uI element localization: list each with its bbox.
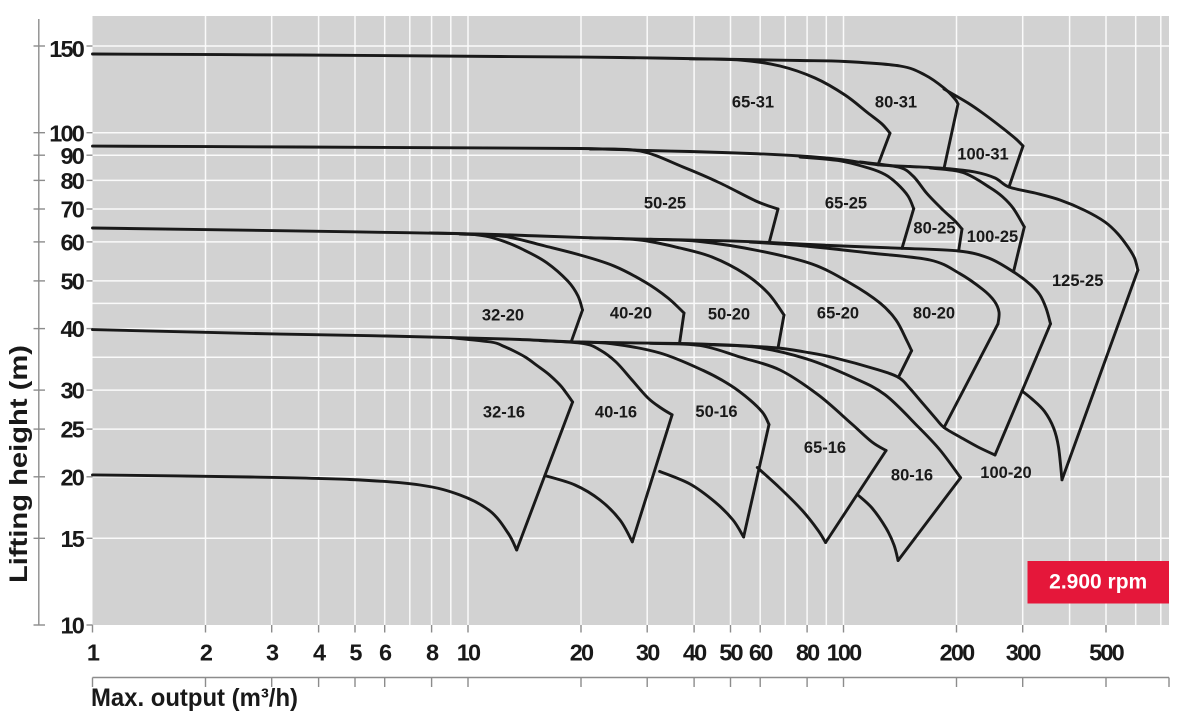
svg-text:80-31: 80-31 bbox=[875, 94, 917, 112]
svg-text:2: 2 bbox=[200, 640, 213, 666]
svg-text:65-20: 65-20 bbox=[817, 305, 859, 323]
svg-text:10: 10 bbox=[457, 640, 481, 666]
svg-text:8: 8 bbox=[426, 640, 439, 666]
svg-text:Max. output (m³/h): Max. output (m³/h) bbox=[91, 684, 298, 712]
svg-text:10: 10 bbox=[60, 613, 84, 639]
svg-text:150: 150 bbox=[49, 36, 85, 62]
svg-text:100-20: 100-20 bbox=[980, 464, 1031, 482]
svg-text:15: 15 bbox=[60, 526, 84, 552]
svg-text:1: 1 bbox=[87, 640, 100, 666]
svg-text:90: 90 bbox=[60, 143, 84, 169]
svg-text:50-20: 50-20 bbox=[708, 306, 750, 324]
svg-text:500: 500 bbox=[1089, 640, 1125, 666]
svg-text:100-31: 100-31 bbox=[957, 146, 1008, 164]
svg-text:32-16: 32-16 bbox=[483, 404, 525, 422]
svg-text:65-31: 65-31 bbox=[732, 94, 774, 112]
svg-text:80: 80 bbox=[60, 168, 84, 194]
svg-text:100: 100 bbox=[827, 640, 863, 666]
svg-text:4: 4 bbox=[313, 640, 326, 666]
svg-text:32-20: 32-20 bbox=[482, 307, 524, 325]
svg-text:40: 40 bbox=[683, 640, 707, 666]
svg-text:40: 40 bbox=[60, 316, 84, 342]
svg-text:65-25: 65-25 bbox=[825, 195, 867, 213]
svg-text:80-16: 80-16 bbox=[891, 467, 933, 485]
svg-text:40-16: 40-16 bbox=[595, 404, 637, 422]
svg-text:6: 6 bbox=[379, 640, 392, 666]
svg-text:30: 30 bbox=[636, 640, 660, 666]
svg-text:50-25: 50-25 bbox=[644, 195, 686, 213]
svg-text:65-16: 65-16 bbox=[804, 439, 846, 457]
svg-text:100-25: 100-25 bbox=[967, 228, 1018, 246]
svg-text:50: 50 bbox=[60, 269, 84, 295]
svg-text:70: 70 bbox=[60, 197, 84, 223]
svg-text:Lifting height (m): Lifting height (m) bbox=[5, 345, 33, 583]
svg-text:80-20: 80-20 bbox=[913, 305, 955, 323]
svg-text:300: 300 bbox=[1006, 640, 1042, 666]
svg-text:200: 200 bbox=[940, 640, 976, 666]
svg-text:2.900 rpm: 2.900 rpm bbox=[1049, 571, 1147, 594]
svg-text:5: 5 bbox=[349, 640, 362, 666]
svg-text:50: 50 bbox=[719, 640, 743, 666]
svg-text:125-25: 125-25 bbox=[1052, 272, 1103, 290]
svg-text:40-20: 40-20 bbox=[610, 305, 652, 323]
svg-text:50-16: 50-16 bbox=[695, 403, 737, 421]
svg-text:80: 80 bbox=[796, 640, 820, 666]
svg-text:20: 20 bbox=[570, 640, 594, 666]
svg-text:100: 100 bbox=[49, 120, 85, 146]
svg-text:3: 3 bbox=[266, 640, 279, 666]
svg-text:30: 30 bbox=[60, 378, 84, 404]
svg-text:20: 20 bbox=[60, 464, 84, 490]
svg-text:80-25: 80-25 bbox=[913, 220, 955, 238]
svg-text:25: 25 bbox=[60, 417, 84, 443]
svg-text:60: 60 bbox=[749, 640, 773, 666]
svg-text:60: 60 bbox=[60, 230, 84, 256]
